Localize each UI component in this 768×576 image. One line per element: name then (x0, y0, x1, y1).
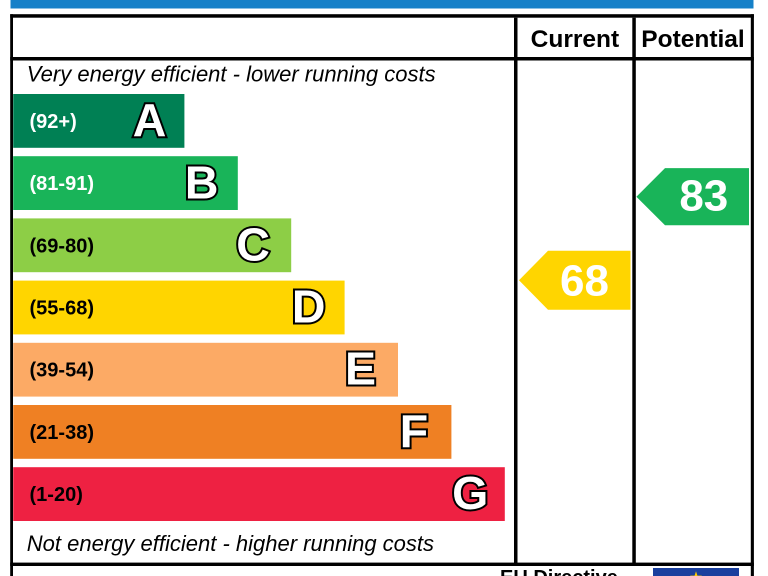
svg-text:Very energy efficient - lower: Very energy efficient - lower running co… (27, 61, 436, 86)
svg-text:A: A (133, 94, 167, 146)
svg-text:Not energy efficient - higher: Not energy efficient - higher running co… (27, 531, 434, 556)
svg-text:(39-54): (39-54) (30, 360, 94, 382)
svg-text:(69-80): (69-80) (30, 235, 94, 257)
svg-text:E: E (345, 343, 376, 395)
svg-text:C: C (236, 218, 270, 270)
svg-text:B: B (185, 156, 219, 208)
svg-text:83: 83 (679, 172, 728, 221)
svg-text:Current: Current (531, 26, 619, 53)
svg-text:(81-91): (81-91) (30, 173, 94, 195)
svg-text:(92+): (92+) (30, 111, 77, 133)
svg-text:F: F (400, 405, 428, 457)
svg-text:(21-38): (21-38) (30, 422, 94, 444)
svg-text:Potential: Potential (641, 26, 744, 53)
svg-text:(1-20): (1-20) (30, 484, 83, 506)
svg-text:G: G (452, 467, 488, 519)
svg-text:EU Directive: EU Directive (500, 567, 618, 576)
svg-text:D: D (292, 281, 326, 333)
svg-text:68: 68 (560, 257, 609, 306)
svg-text:(55-68): (55-68) (30, 298, 94, 320)
